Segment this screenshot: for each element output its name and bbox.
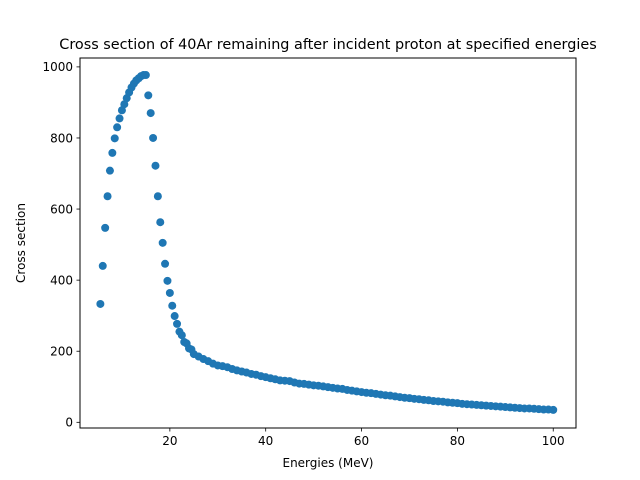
y-axis-label: Cross section — [14, 203, 28, 283]
x-tick-label: 20 — [162, 434, 177, 448]
data-point — [165, 288, 174, 297]
y-tick-label: 600 — [50, 202, 73, 216]
data-point — [168, 301, 177, 310]
x-tick-label: 80 — [450, 434, 465, 448]
data-point — [153, 192, 162, 201]
data-point — [105, 166, 114, 175]
y-tick-label: 400 — [50, 273, 73, 287]
data-point — [144, 91, 153, 100]
x-tick-label: 100 — [542, 434, 565, 448]
data-point — [115, 114, 124, 123]
x-tick-label: 40 — [258, 434, 273, 448]
x-axis-label: Energies (MeV) — [282, 456, 373, 470]
data-point — [141, 71, 150, 80]
data-point — [158, 238, 167, 247]
data-point — [549, 405, 558, 414]
data-point — [96, 299, 105, 308]
data-point — [103, 192, 112, 201]
data-point — [98, 261, 107, 270]
data-point — [161, 259, 170, 268]
data-point — [156, 218, 165, 227]
data-point — [146, 109, 155, 118]
x-axis-ticks: 20 40 60 80 100 — [162, 428, 565, 448]
plot-frame — [79, 57, 577, 429]
y-tick-label: 0 — [65, 416, 73, 430]
x-tick-label: 60 — [354, 434, 369, 448]
y-tick-label: 1000 — [42, 60, 73, 74]
data-point — [101, 223, 110, 232]
data-point — [110, 134, 119, 143]
chart-title: Cross section of 40Ar remaining after in… — [59, 37, 596, 53]
data-point — [151, 161, 160, 170]
data-point — [113, 123, 122, 132]
data-point — [163, 276, 172, 285]
y-tick-label: 800 — [50, 131, 73, 145]
data-point — [170, 312, 179, 321]
y-tick-label: 200 — [50, 345, 73, 359]
data-point — [149, 133, 158, 142]
data-point — [117, 106, 126, 115]
data-point — [108, 148, 117, 157]
data-points — [96, 71, 558, 414]
y-axis-ticks: 0 200 400 600 800 1000 — [42, 60, 80, 430]
data-point — [177, 331, 186, 340]
data-point — [120, 100, 129, 109]
data-point — [173, 319, 182, 328]
